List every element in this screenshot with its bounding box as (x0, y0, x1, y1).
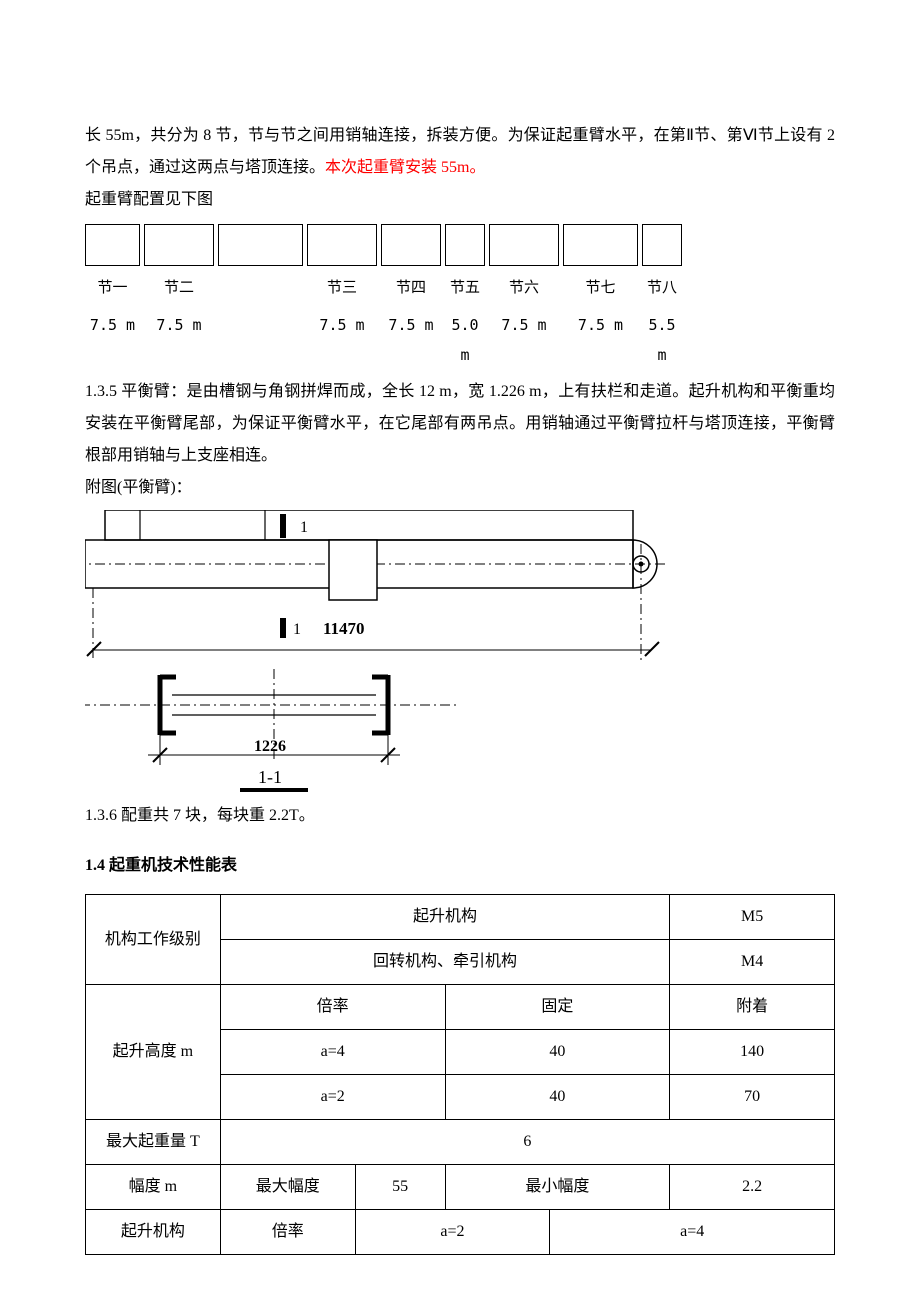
cell: a=4 (550, 1210, 835, 1255)
cell: 140 (670, 1030, 835, 1075)
paragraph-intro: 长 55m，共分为 8 节，节与节之间用销轴连接，拆装方便。为保证起重臂水平，在… (85, 120, 835, 184)
jib-segment-box (218, 224, 303, 266)
jib-segment-label: 节三 (307, 272, 377, 302)
svg-text:1: 1 (293, 621, 301, 638)
jib-segment-dim: 7.5 m (307, 310, 377, 370)
table-row: 机构工作级别 起升机构 M5 (86, 895, 835, 940)
jib-segment-label: 节六 (489, 272, 559, 302)
heading-1-4: 1.4 起重机技术性能表 (85, 850, 835, 882)
cell: 起升机构 (220, 895, 669, 940)
jib-segment-dim: 5.0 m (445, 310, 485, 370)
cell: 40 (445, 1030, 670, 1075)
cell: 回转机构、牵引机构 (220, 940, 669, 985)
jib-segment-box (85, 224, 140, 266)
jib-segment-box (489, 224, 559, 266)
cell: 倍率 (220, 985, 445, 1030)
cell: 倍率 (220, 1210, 355, 1255)
figure-caption: 附图(平衡臂)： (85, 472, 835, 504)
cell: 2.2 (670, 1165, 835, 1210)
cell: 起升机构 (86, 1210, 221, 1255)
jib-segment-label: 节二 (144, 272, 214, 302)
cell: 40 (445, 1075, 670, 1120)
paragraph-config-ref: 起重臂配置见下图 (85, 184, 835, 216)
table-row: 起升高度 m 倍率 固定 附着 (86, 985, 835, 1030)
table-row: 起升机构 倍率 a=2 a=4 (86, 1210, 835, 1255)
cell: 最大起重量 T (86, 1120, 221, 1165)
cell: M4 (670, 940, 835, 985)
jib-segment-dim: 7.5 m (381, 310, 441, 370)
jib-segment-dim (218, 310, 303, 370)
jib-segment-box (445, 224, 485, 266)
cell: 最小幅度 (445, 1165, 670, 1210)
cell: a=2 (220, 1075, 445, 1120)
paragraph-135: 1.3.5 平衡臂：是由槽钢与角钢拼焊而成，全长 12 m，宽 1.226 m，… (85, 376, 835, 472)
intro-text-b-red: 本次起重臂安装 55m。 (325, 159, 485, 176)
table-row: 幅度 m 最大幅度 55 最小幅度 2.2 (86, 1165, 835, 1210)
cell: 固定 (445, 985, 670, 1030)
cell: 起升高度 m (86, 985, 221, 1120)
jib-segment-dim: 7.5 m (144, 310, 214, 370)
jib-segment-box (642, 224, 682, 266)
jib-segment-label (218, 272, 303, 302)
cell: 机构工作级别 (86, 895, 221, 985)
svg-text:1226: 1226 (254, 738, 286, 755)
jib-segment-label: 节四 (381, 272, 441, 302)
jib-segment-label: 节一 (85, 272, 140, 302)
jib-segment-dim: 7.5 m (85, 310, 140, 370)
svg-text:1-1: 1-1 (258, 767, 282, 787)
table-row: 最大起重量 T 6 (86, 1120, 835, 1165)
jib-segment-label: 节八 (642, 272, 682, 302)
jib-segment-dim: 5.5 m (642, 310, 682, 370)
cell: 最大幅度 (220, 1165, 355, 1210)
svg-text:1: 1 (300, 519, 308, 536)
jib-segment-dim: 7.5 m (489, 310, 559, 370)
jib-segment-label: 节五 (445, 272, 485, 302)
cell: a=2 (355, 1210, 550, 1255)
jib-segment-box (307, 224, 377, 266)
svg-text:11470: 11470 (323, 619, 365, 638)
paragraph-136: 1.3.6 配重共 7 块，每块重 2.2T。 (85, 800, 835, 832)
spec-table: 机构工作级别 起升机构 M5 回转机构、牵引机构 M4 起升高度 m 倍率 固定… (85, 894, 835, 1255)
jib-diagram: 节一节二节三节四节五节六节七节八 7.5 m7.5 m7.5 m7.5 m5.0… (85, 224, 835, 370)
cell: M5 (670, 895, 835, 940)
jib-segment-box (144, 224, 214, 266)
jib-segment-label: 节七 (563, 272, 638, 302)
cell: 附着 (670, 985, 835, 1030)
jib-segment-box (381, 224, 441, 266)
cell: 70 (670, 1075, 835, 1120)
cell: 55 (355, 1165, 445, 1210)
jib-segment-dim: 7.5 m (563, 310, 638, 370)
cell: a=4 (220, 1030, 445, 1075)
counter-jib-diagram: 1 1 11470 (85, 510, 835, 800)
cell: 6 (220, 1120, 834, 1165)
jib-segment-box (563, 224, 638, 266)
cell: 幅度 m (86, 1165, 221, 1210)
